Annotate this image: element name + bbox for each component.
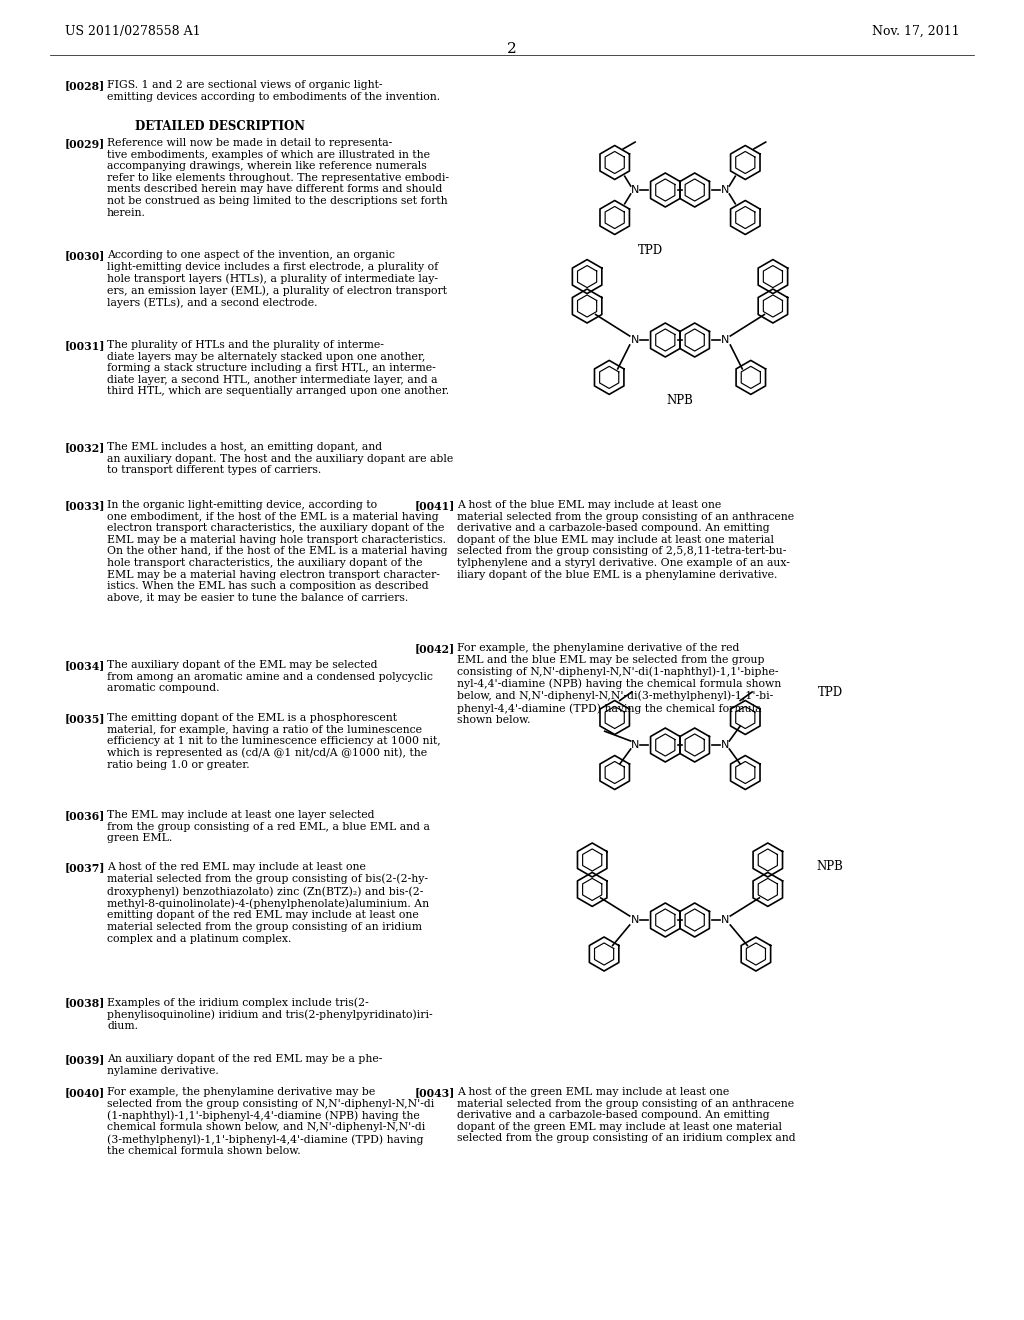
Text: [0043]: [0043] — [415, 1086, 456, 1098]
Text: [0029]: [0029] — [65, 139, 105, 149]
Text: N: N — [721, 185, 729, 195]
Text: N: N — [721, 915, 729, 925]
Text: In the organic light-emitting device, according to
one embodiment, if the host o: In the organic light-emitting device, ac… — [106, 500, 447, 603]
Text: NPB: NPB — [816, 861, 844, 874]
Text: For example, the phenylamine derivative of the red
EML and the blue EML may be s: For example, the phenylamine derivative … — [457, 643, 781, 725]
Text: A host of the green EML may include at least one
material selected from the grou: A host of the green EML may include at l… — [457, 1086, 796, 1143]
Text: The auxiliary dopant of the EML may be selected
from among an aromatic amine and: The auxiliary dopant of the EML may be s… — [106, 660, 433, 693]
Text: [0034]: [0034] — [65, 660, 105, 671]
Text: For example, the phenylamine derivative may be
selected from the group consistin: For example, the phenylamine derivative … — [106, 1086, 434, 1156]
Text: According to one aspect of the invention, an organic
light-emitting device inclu: According to one aspect of the invention… — [106, 249, 447, 309]
Text: [0033]: [0033] — [65, 500, 105, 511]
Text: Examples of the iridium complex include tris(2-
phenylisoquinoline) iridium and : Examples of the iridium complex include … — [106, 997, 432, 1031]
Text: [0028]: [0028] — [65, 81, 105, 91]
Text: A host of the red EML may include at least one
material selected from the group : A host of the red EML may include at lea… — [106, 862, 429, 944]
Text: N: N — [631, 915, 639, 925]
Text: The EML may include at least one layer selected
from the group consisting of a r: The EML may include at least one layer s… — [106, 810, 430, 843]
Text: A host of the blue EML may include at least one
material selected from the group: A host of the blue EML may include at le… — [457, 500, 795, 579]
Text: The emitting dopant of the EML is a phosphorescent
material, for example, having: The emitting dopant of the EML is a phos… — [106, 713, 440, 770]
Text: 2: 2 — [507, 42, 517, 55]
Text: [0042]: [0042] — [415, 643, 456, 653]
Text: The plurality of HTLs and the plurality of interme-
diate layers may be alternat: The plurality of HTLs and the plurality … — [106, 341, 450, 396]
Text: Nov. 17, 2011: Nov. 17, 2011 — [872, 25, 961, 38]
Text: N: N — [631, 185, 639, 195]
Text: DETAILED DESCRIPTION: DETAILED DESCRIPTION — [135, 120, 305, 133]
Text: [0030]: [0030] — [65, 249, 105, 261]
Text: N: N — [721, 741, 729, 750]
Text: [0036]: [0036] — [65, 810, 105, 821]
Text: US 2011/0278558 A1: US 2011/0278558 A1 — [65, 25, 201, 38]
Text: [0035]: [0035] — [65, 713, 105, 723]
Text: The EML includes a host, an emitting dopant, and
an auxiliary dopant. The host a: The EML includes a host, an emitting dop… — [106, 442, 454, 475]
Text: An auxiliary dopant of the red EML may be a phe-
nylamine derivative.: An auxiliary dopant of the red EML may b… — [106, 1053, 382, 1076]
Text: [0041]: [0041] — [415, 500, 456, 511]
Text: TPD: TPD — [817, 685, 843, 698]
Text: N: N — [631, 335, 639, 345]
Text: [0038]: [0038] — [65, 997, 105, 1008]
Text: NPB: NPB — [667, 395, 693, 408]
Text: [0032]: [0032] — [65, 442, 105, 453]
Text: N: N — [721, 335, 729, 345]
Text: FIGS. 1 and 2 are sectional views of organic light-
emitting devices according t: FIGS. 1 and 2 are sectional views of org… — [106, 81, 440, 102]
Text: [0039]: [0039] — [65, 1053, 105, 1065]
Text: [0040]: [0040] — [65, 1086, 105, 1098]
Text: [0031]: [0031] — [65, 341, 105, 351]
Text: TPD: TPD — [637, 244, 663, 257]
Text: N: N — [631, 741, 639, 750]
Text: Reference will now be made in detail to representa-
tive embodiments, examples o: Reference will now be made in detail to … — [106, 139, 449, 218]
Text: [0037]: [0037] — [65, 862, 105, 873]
